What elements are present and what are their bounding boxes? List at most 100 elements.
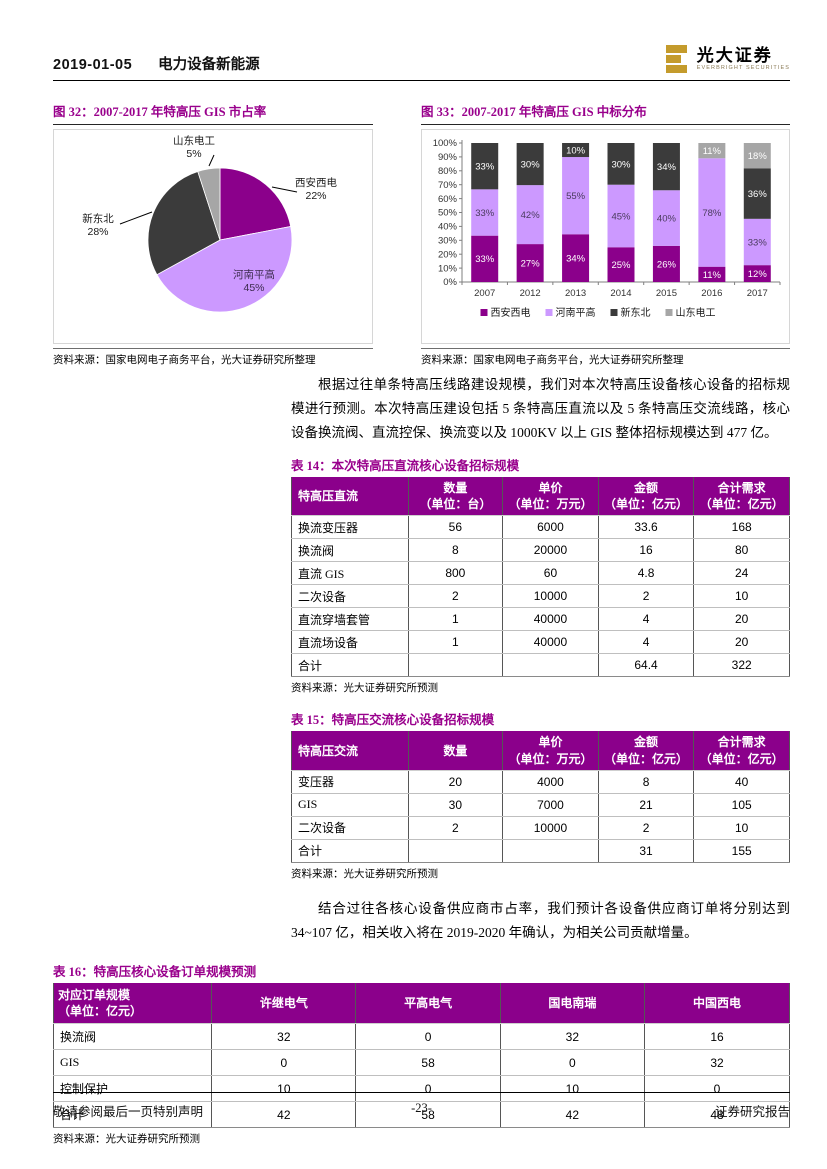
table-cell: 2 bbox=[597, 584, 695, 609]
table-cell: 直流穿墙套管 bbox=[291, 607, 409, 632]
table-cell: 换流阀 bbox=[291, 538, 409, 563]
page-header: 2019-01-05 电力设备新能源 光大证券 EVERBRIGHT SECURI… bbox=[53, 0, 790, 74]
pie-label-name-1: 河南平高 bbox=[233, 268, 275, 281]
pie-slice-1 bbox=[156, 226, 293, 313]
legend-label-2: 新东北 bbox=[621, 306, 651, 319]
table-cell: 48 bbox=[643, 1101, 791, 1129]
table-cell: 30 bbox=[407, 793, 504, 817]
table-cell: 4.8 bbox=[597, 561, 695, 586]
y-axis-label: 50% bbox=[438, 208, 458, 219]
y-axis-label: 70% bbox=[438, 180, 458, 191]
table-row: 直流 GIS 800 60 4.8 24 bbox=[291, 561, 790, 586]
bar-segment-2-2 bbox=[562, 143, 590, 158]
table-header-cell: 许继电气 bbox=[211, 982, 357, 1025]
pie-label-value-2: 28% bbox=[87, 226, 108, 238]
table-cell: 7000 bbox=[502, 793, 599, 817]
legend-swatch-2 bbox=[610, 309, 618, 316]
table-cell: 2 bbox=[407, 816, 504, 840]
x-axis-category-3: 2014 bbox=[610, 288, 631, 299]
table-cell: 8 bbox=[407, 538, 504, 563]
legend-swatch-3 bbox=[665, 309, 673, 316]
table-cell: 二次设备 bbox=[291, 584, 409, 609]
table-row: 二次设备 2 10000 2 10 bbox=[291, 816, 790, 840]
table-cell bbox=[407, 839, 504, 863]
table-cell bbox=[502, 839, 599, 863]
table-cell: 1 bbox=[407, 607, 504, 632]
figure-32-title-rule bbox=[53, 124, 373, 125]
table-cell: 2 bbox=[407, 584, 504, 609]
table-cell: 33.6 bbox=[597, 515, 695, 540]
table-cell: 16 bbox=[597, 538, 695, 563]
pie-slice-0 bbox=[219, 167, 292, 241]
table-cell: 4000 bbox=[502, 770, 599, 794]
table-cell: 换流阀 bbox=[52, 1023, 213, 1051]
brand-logo: 光大证券 EVERBRIGHT SECURITIES bbox=[663, 44, 790, 74]
table-cell: 10 bbox=[693, 584, 790, 609]
table-cell: 二次设备 bbox=[291, 816, 409, 840]
page-number: -23- bbox=[411, 1101, 432, 1115]
table-cell: 40 bbox=[693, 770, 790, 794]
pie-label-value-0: 22% bbox=[305, 190, 326, 202]
figure-33-title: 图 33：2007-2017 年特高压 GIS 中标分布 bbox=[421, 105, 647, 119]
bar-segment-3-2 bbox=[607, 143, 635, 185]
bar-segment-4-1 bbox=[652, 190, 680, 246]
bar-segment-label-1-1: 42% bbox=[521, 210, 541, 221]
table-cell: 24 bbox=[693, 561, 790, 586]
bar-segment-1-2 bbox=[516, 143, 544, 186]
table-row: 合计 42 58 42 48 bbox=[52, 1101, 791, 1129]
bar-segment-label-5-3: 11% bbox=[703, 146, 722, 157]
table-header-cell: 数量 bbox=[407, 731, 504, 771]
bar-segment-label-4-0: 26% bbox=[657, 259, 677, 270]
bar-segment-label-6-1: 33% bbox=[748, 237, 768, 248]
table-14-title: 表 14：本次特高压直流核心设备招标规模 bbox=[291, 459, 520, 474]
bar-segment-label-2-2: 10% bbox=[566, 145, 586, 156]
everbright-logo-icon bbox=[665, 45, 687, 73]
x-axis-category-2: 2013 bbox=[565, 288, 586, 299]
pie-leader-line-3 bbox=[208, 154, 215, 167]
table-row: GIS 0 58 0 32 bbox=[52, 1049, 791, 1077]
table-14-block: 表 14：本次特高压直流核心设备招标规模 特高压直流 数量 （单位：台） 单价 （单位：… bbox=[291, 455, 790, 695]
bar-segment-2-1 bbox=[562, 157, 590, 235]
table-cell: GIS bbox=[291, 793, 409, 817]
table-header-cell: 特高压交流 bbox=[291, 731, 409, 771]
table-cell: 10 bbox=[499, 1075, 645, 1103]
paragraph-order-forecast: 结合过往各核心设备供应商市占率，我们预计各设备供应商订单将分别达到 34~107… bbox=[291, 900, 790, 940]
table-cell: 0 bbox=[355, 1023, 501, 1051]
figure-32: 图 32：2007-2017 年特高压 GIS 市占率 西安西电 22% 河南平高 4… bbox=[53, 101, 373, 367]
table-cell: 40000 bbox=[502, 607, 599, 632]
table-cell: 800 bbox=[407, 561, 504, 586]
table-row: 控制保护 10 0 10 0 bbox=[52, 1075, 791, 1103]
pie-leader-line-0 bbox=[271, 186, 298, 193]
figure-33: 图 33：2007-2017 年特高压 GIS 中标分布 0% 10% 20% 30%… bbox=[421, 101, 790, 367]
bar-segment-label-1-2: 30% bbox=[521, 159, 541, 170]
table-cell: 58 bbox=[355, 1101, 501, 1129]
table-cell: 322 bbox=[693, 653, 790, 678]
table-cell: 10 bbox=[693, 816, 790, 840]
report-date: 2019-01-05 bbox=[53, 57, 133, 73]
table-cell: 变压器 bbox=[291, 770, 409, 794]
legend-swatch-0 bbox=[480, 309, 488, 316]
bar-segment-label-6-3: 18% bbox=[748, 151, 768, 162]
table-16-title: 表 16：特高压核心设备订单规模预测 bbox=[53, 964, 257, 979]
pie-leader-line-2 bbox=[119, 211, 153, 225]
table-header-cell: 中国西电 bbox=[643, 982, 791, 1025]
pie-label-name-3: 山东电工 bbox=[173, 134, 215, 147]
report-table-0: 特高压直流 数量 （单位：台） 单价 （单位：万元） 金额 （单位：亿元） 合计需求 （单位：亿… bbox=[291, 477, 790, 678]
table-cell: 6000 bbox=[502, 515, 599, 540]
bar-chart-frame: 0% 10% 20% 30% 40% 50% 60% 70% 80% 90% 100% 33% 33% 3… bbox=[421, 129, 790, 344]
table-cell: 105 bbox=[693, 793, 790, 817]
table-header-cell: 合计需求 （单位：亿元） bbox=[693, 731, 790, 771]
table-row: 合计 31 155 bbox=[291, 839, 790, 863]
bar-segment-label-4-2: 34% bbox=[657, 162, 677, 173]
table-header-cell: 合计需求 （单位：亿元） bbox=[693, 477, 790, 517]
logo-text: 光大证券 EVERBRIGHT SECURITIES bbox=[697, 47, 790, 71]
stacked-bar-chart: 0% 10% 20% 30% 40% 50% 60% 70% 80% 90% 100% 33% 33% 3… bbox=[433, 138, 781, 319]
bar-segment-label-6-2: 36% bbox=[748, 189, 768, 200]
bar-segment-label-3-2: 30% bbox=[611, 159, 631, 170]
x-axis-category-6: 2017 bbox=[747, 288, 768, 299]
x-axis-category-0: 2007 bbox=[474, 288, 495, 299]
table-cell: 40000 bbox=[502, 630, 599, 655]
bar-segment-label-0-0: 33% bbox=[475, 254, 495, 265]
table-cell: 42 bbox=[211, 1101, 357, 1129]
